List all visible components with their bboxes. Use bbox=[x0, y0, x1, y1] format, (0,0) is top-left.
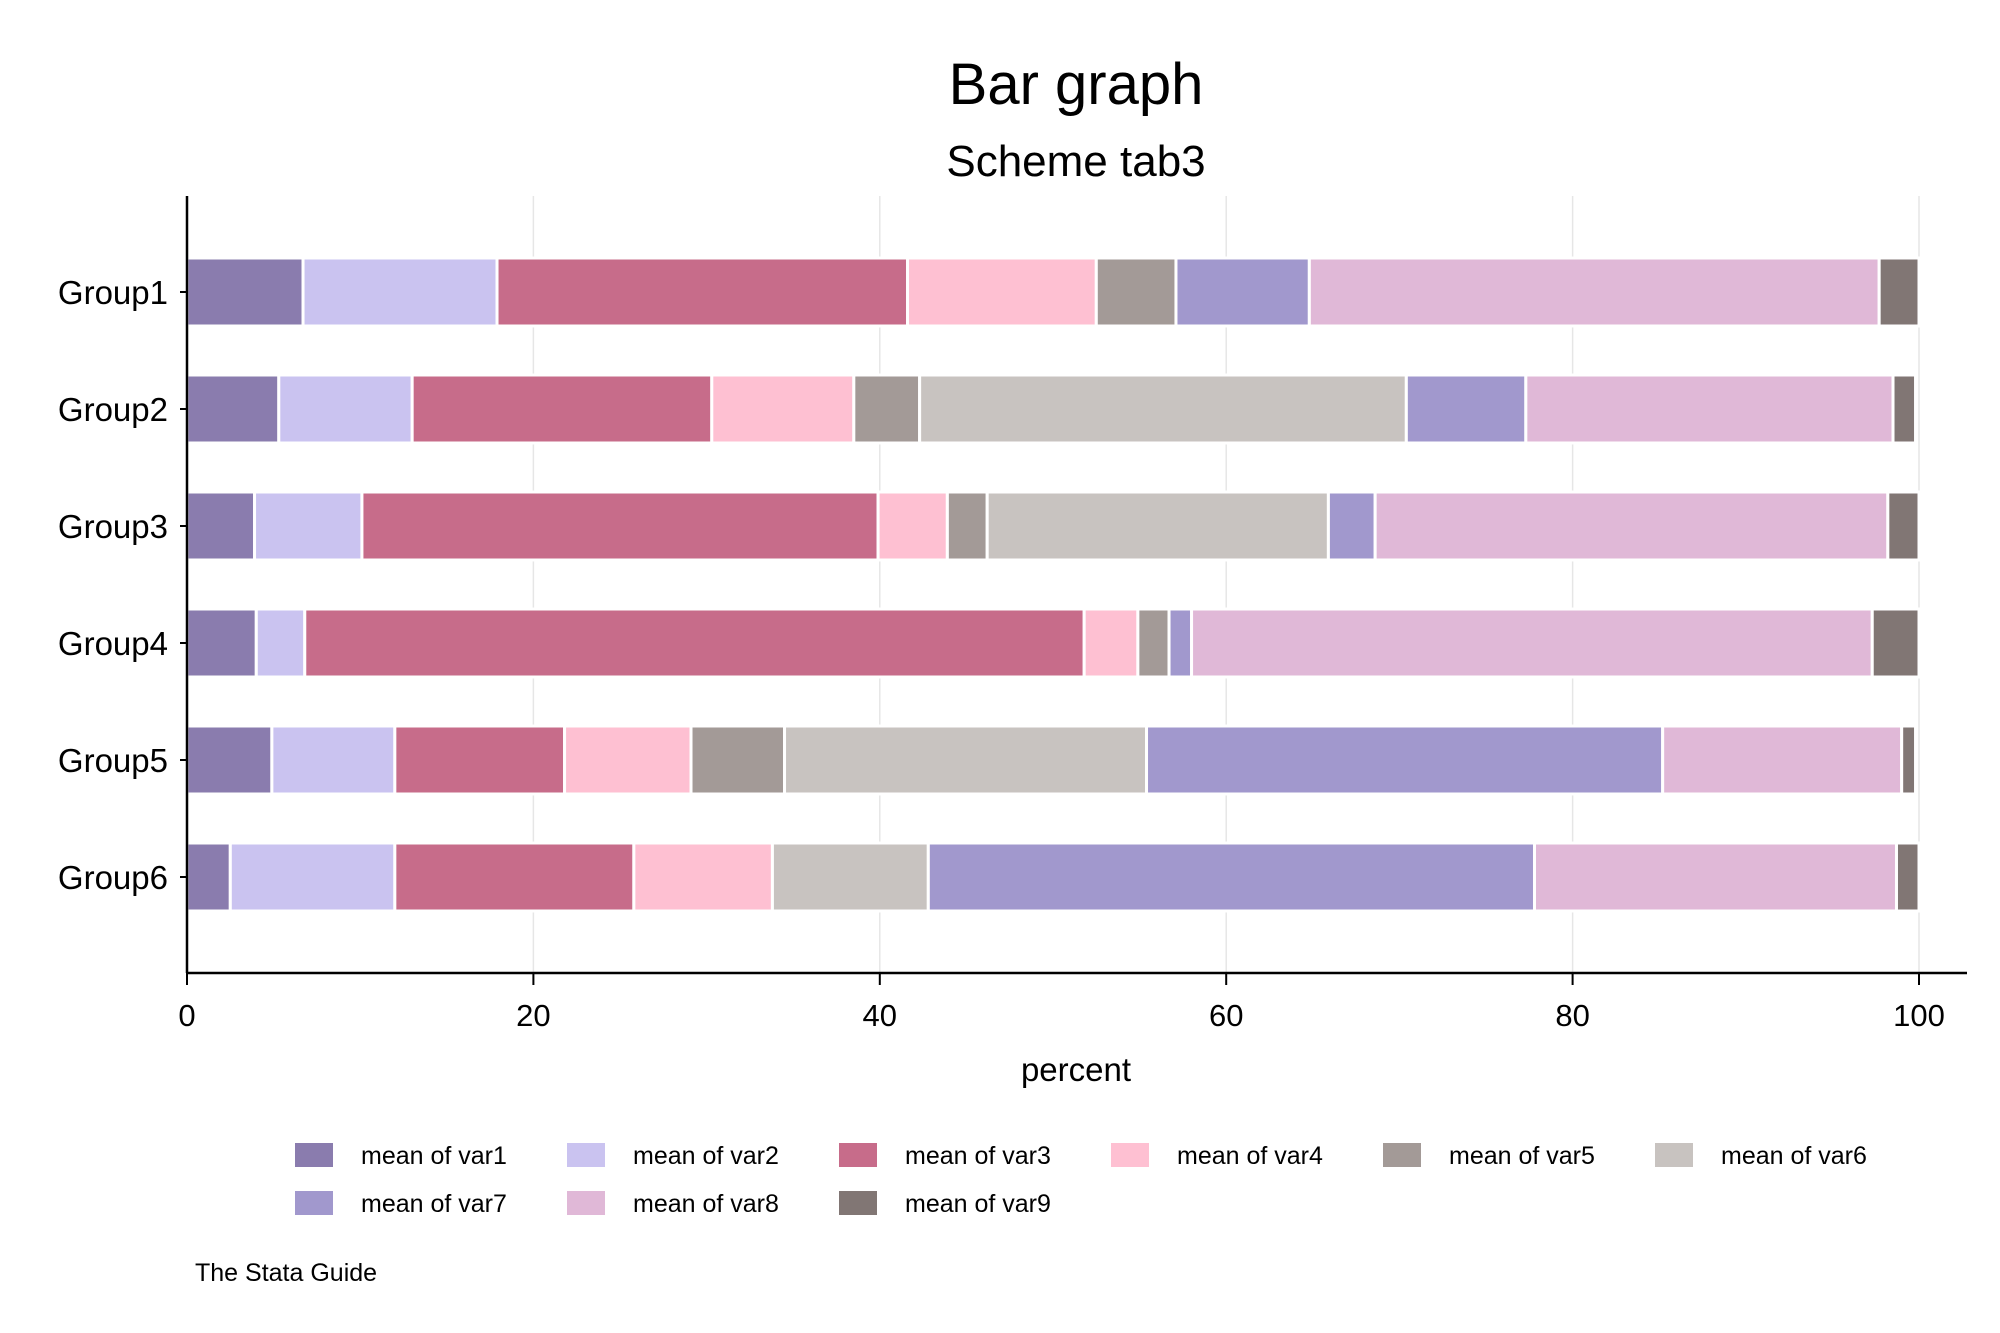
bar-segment bbox=[495, 256, 910, 328]
bar-segment bbox=[1894, 841, 1921, 913]
category-label: Group3 bbox=[58, 508, 168, 545]
bar-segment bbox=[926, 841, 1536, 913]
legend-label: mean of var6 bbox=[1721, 1142, 1867, 1170]
bar-segment bbox=[1174, 256, 1311, 328]
chart-note: The Stata Guide bbox=[195, 1259, 377, 1287]
bar-segment bbox=[1082, 607, 1140, 679]
legend-label: mean of var8 bbox=[633, 1190, 779, 1218]
bar-segment bbox=[254, 607, 307, 679]
legend-swatch bbox=[567, 1191, 605, 1215]
bar-segment bbox=[185, 724, 274, 796]
bar-segment bbox=[563, 724, 693, 796]
bar-segment bbox=[410, 373, 714, 445]
bar-segment bbox=[1094, 256, 1178, 328]
bar-segment bbox=[710, 373, 856, 445]
bar-segment bbox=[632, 841, 774, 913]
x-axis-title: percent bbox=[1021, 1051, 1131, 1088]
category-label: Group5 bbox=[58, 742, 168, 779]
bar-segment bbox=[1145, 724, 1665, 796]
bar-segment bbox=[393, 724, 567, 796]
bar-segments bbox=[185, 256, 1921, 913]
bar-segment bbox=[270, 724, 397, 796]
legend-label: mean of var1 bbox=[361, 1142, 507, 1170]
bar-segment bbox=[1136, 607, 1171, 679]
category-labels: Group1 Group2 Group3 Group4 Group5 Group6 bbox=[58, 274, 187, 896]
chart-subtitle: Scheme tab3 bbox=[946, 137, 1205, 186]
bar-segment bbox=[185, 373, 281, 445]
bar-segment bbox=[185, 607, 258, 679]
bar-segment bbox=[689, 724, 787, 796]
legend-swatch bbox=[567, 1143, 605, 1167]
legend-swatch bbox=[295, 1143, 333, 1167]
bar-segment bbox=[1877, 256, 1921, 328]
bar-segment bbox=[1190, 607, 1874, 679]
legend-swatch bbox=[1111, 1143, 1149, 1167]
x-tick-label: 40 bbox=[863, 998, 897, 1033]
bar-segment bbox=[783, 724, 1149, 796]
legend-swatch bbox=[295, 1191, 333, 1215]
bar-segment bbox=[852, 373, 922, 445]
legend-swatch bbox=[839, 1191, 877, 1215]
bar-segment bbox=[185, 841, 232, 913]
bar-segment bbox=[360, 490, 880, 562]
x-axis-ticks: 0 20 40 60 80 100 bbox=[178, 973, 1945, 1033]
legend-swatch bbox=[839, 1143, 877, 1167]
legend: mean of var1 mean of var2 mean of var3 mean… bbox=[295, 1142, 1867, 1218]
category-label: Group4 bbox=[58, 625, 168, 662]
bar-segment bbox=[185, 490, 257, 562]
bar-segment bbox=[1532, 841, 1898, 913]
x-tick-label: 20 bbox=[516, 998, 550, 1033]
legend-swatch bbox=[1383, 1143, 1421, 1167]
bar-segment bbox=[1373, 490, 1890, 562]
bar-segment bbox=[1307, 256, 1881, 328]
bar-segment bbox=[945, 490, 989, 562]
bar-segment bbox=[1661, 724, 1904, 796]
bar-segment bbox=[303, 607, 1086, 679]
legend-label: mean of var5 bbox=[1449, 1142, 1595, 1170]
bar-segment bbox=[876, 490, 949, 562]
chart-title: Bar graph bbox=[949, 52, 1204, 117]
legend-label: mean of var7 bbox=[361, 1190, 507, 1218]
bar-segment bbox=[277, 373, 414, 445]
x-tick-label: 100 bbox=[1893, 998, 1945, 1033]
bar-segment bbox=[185, 256, 305, 328]
bar-segment bbox=[770, 841, 930, 913]
bar-segment bbox=[253, 490, 364, 562]
bar-segment bbox=[985, 490, 1330, 562]
category-label: Group1 bbox=[58, 274, 168, 311]
legend-label: mean of var9 bbox=[905, 1190, 1051, 1218]
x-tick-label: 0 bbox=[178, 998, 195, 1033]
category-label: Group6 bbox=[58, 859, 168, 896]
bar-segment bbox=[1900, 724, 1918, 796]
category-label: Group2 bbox=[58, 391, 168, 428]
bar-segment bbox=[906, 256, 1098, 328]
bar-segment bbox=[1891, 373, 1918, 445]
x-tick-label: 60 bbox=[1209, 998, 1243, 1033]
bar-segment bbox=[1326, 490, 1377, 562]
bar-segment bbox=[301, 256, 499, 328]
legend-label: mean of var3 bbox=[905, 1142, 1051, 1170]
legend-label: mean of var4 bbox=[1177, 1142, 1323, 1170]
bar-segment bbox=[1524, 373, 1895, 445]
x-tick-label: 80 bbox=[1555, 998, 1589, 1033]
legend-label: mean of var2 bbox=[633, 1142, 779, 1170]
bar-segment bbox=[1167, 607, 1194, 679]
bar-segment bbox=[1870, 607, 1921, 679]
bar-segment bbox=[1886, 490, 1921, 562]
legend-swatch bbox=[1655, 1143, 1693, 1167]
bar-segment bbox=[918, 373, 1408, 445]
bar-segment bbox=[1404, 373, 1528, 445]
bar-segment bbox=[228, 841, 397, 913]
bar-segment bbox=[393, 841, 636, 913]
